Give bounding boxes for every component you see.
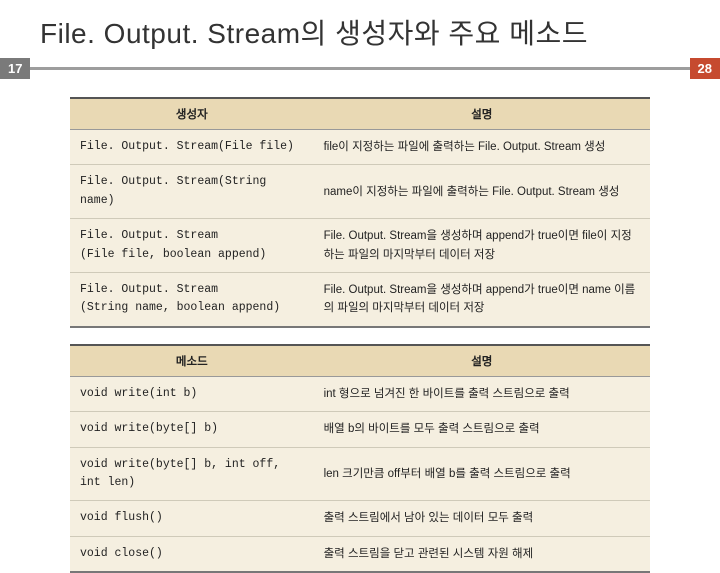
table-cell: int 형으로 넘겨진 한 바이트를 출력 스트림으로 출력 bbox=[314, 376, 650, 411]
table-cell: 배열 b의 바이트를 모두 출력 스트림으로 출력 bbox=[314, 412, 650, 447]
table1-header-1: 설명 bbox=[314, 98, 650, 130]
table-cell: name이 지정하는 파일에 출력하는 File. Output. Stream… bbox=[314, 165, 650, 219]
table-cell: len 크기만큼 off부터 배열 b를 출력 스트림으로 출력 bbox=[314, 447, 650, 501]
table-row: File. Output. Stream(File file, boolean … bbox=[70, 219, 650, 273]
table-row: void close() 출력 스트림을 닫고 관련된 시스템 자원 해제 bbox=[70, 536, 650, 572]
table-cell: File. Output. Stream(File file) bbox=[70, 130, 314, 165]
methods-table: 메소드 설명 void write(int b) int 형으로 넘겨진 한 바… bbox=[70, 344, 650, 573]
table-cell: File. Output. Stream(File file, boolean … bbox=[70, 219, 314, 273]
header-divider bbox=[30, 67, 689, 70]
table1-header-0: 생성자 bbox=[70, 98, 314, 130]
page-number-left: 17 bbox=[0, 58, 30, 79]
table-row: void write(byte[] b, int off, int len) l… bbox=[70, 447, 650, 501]
table2-header-1: 설명 bbox=[314, 345, 650, 377]
table-cell: File. Output. Stream(String name, boolea… bbox=[70, 272, 314, 326]
page-number-right: 28 bbox=[690, 58, 720, 79]
table-cell: void write(int b) bbox=[70, 376, 314, 411]
table-row: File. Output. Stream(String name, boolea… bbox=[70, 272, 650, 326]
constructors-table: 생성자 설명 File. Output. Stream(File file) f… bbox=[70, 97, 650, 328]
table-cell: void flush() bbox=[70, 501, 314, 536]
table-cell: void write(byte[] b, int off, int len) bbox=[70, 447, 314, 501]
table-cell: File. Output. Stream을 생성하며 append가 true이… bbox=[314, 272, 650, 326]
page-title: File. Output. Stream의 생성자와 주요 메소드 bbox=[0, 0, 720, 58]
table-cell: File. Output. Stream(String name) bbox=[70, 165, 314, 219]
table-row: void write(int b) int 형으로 넘겨진 한 바이트를 출력 … bbox=[70, 376, 650, 411]
table-row: void write(byte[] b) 배열 b의 바이트를 모두 출력 스트… bbox=[70, 412, 650, 447]
table-cell: 출력 스트림에서 남아 있는 데이터 모두 출력 bbox=[314, 501, 650, 536]
table2-header-0: 메소드 bbox=[70, 345, 314, 377]
table-row: void flush() 출력 스트림에서 남아 있는 데이터 모두 출력 bbox=[70, 501, 650, 536]
table-cell: File. Output. Stream을 생성하며 append가 true이… bbox=[314, 219, 650, 273]
table-row: File. Output. Stream(String name) name이 … bbox=[70, 165, 650, 219]
header-bar: 17 28 bbox=[0, 58, 720, 79]
content-area: 생성자 설명 File. Output. Stream(File file) f… bbox=[0, 79, 720, 573]
table-cell: void write(byte[] b) bbox=[70, 412, 314, 447]
table-cell: 출력 스트림을 닫고 관련된 시스템 자원 해제 bbox=[314, 536, 650, 572]
table-cell: void close() bbox=[70, 536, 314, 572]
table-row: File. Output. Stream(File file) file이 지정… bbox=[70, 130, 650, 165]
table-cell: file이 지정하는 파일에 출력하는 File. Output. Stream… bbox=[314, 130, 650, 165]
